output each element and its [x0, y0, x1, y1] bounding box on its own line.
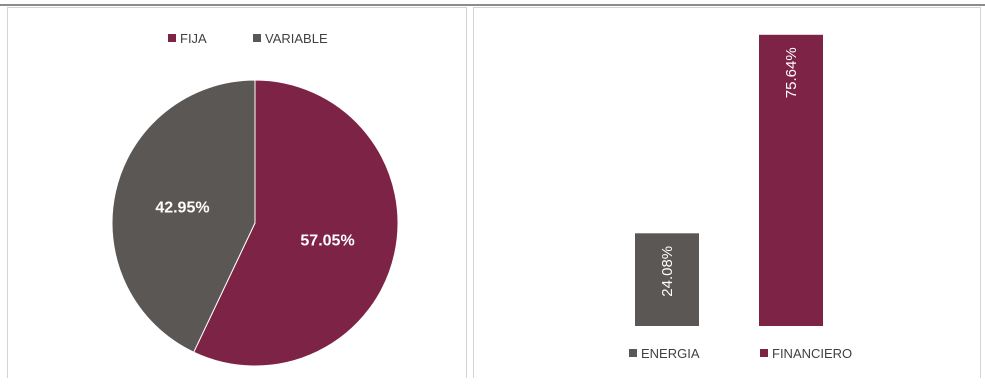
- bar-data-label-energia: 24.08%: [659, 246, 676, 297]
- pie-legend-swatch-fija: [168, 34, 176, 42]
- pie-slices: [111, 79, 399, 367]
- pie-chart: FIJA VARIABLE 57.05% 42.95%: [111, 31, 399, 367]
- pie-slice-fija: [193, 79, 399, 367]
- bar-energia: [635, 233, 699, 326]
- pie-chart-panel: FIJA VARIABLE 57.05% 42.95%: [7, 7, 467, 378]
- pie-data-label-variable: 42.95%: [155, 200, 209, 217]
- bar-financiero: [759, 34, 823, 326]
- pie-data-labels: 57.05% 42.95%: [155, 200, 354, 250]
- pie-legend: FIJA VARIABLE: [168, 31, 328, 46]
- bar-chart-panel: 24.08% 75.64% ENERGIA FINANCIERO: [473, 7, 981, 378]
- bar-legend-label-energia: ENERGIA: [641, 346, 700, 361]
- bar-data-label-financiero: 75.64%: [783, 47, 800, 98]
- pie-slice-variable: [111, 79, 256, 353]
- bar-data-labels: 24.08% 75.64%: [659, 47, 800, 296]
- bar-legend: ENERGIA FINANCIERO: [629, 346, 852, 361]
- bar-legend-swatch-financiero: [760, 349, 768, 357]
- pie-legend-label-fija: FIJA: [180, 31, 207, 46]
- bar-legend-swatch-energia: [629, 349, 637, 357]
- top-divider-line: [0, 4, 985, 6]
- pie-legend-swatch-variable: [253, 34, 261, 42]
- bar-legend-label-financiero: FINANCIERO: [772, 346, 852, 361]
- pie-data-label-fija: 57.05%: [300, 232, 354, 249]
- pie-legend-label-variable: VARIABLE: [265, 31, 328, 46]
- bar-chart: 24.08% 75.64% ENERGIA FINANCIERO: [629, 34, 852, 361]
- bar-series: [635, 34, 823, 326]
